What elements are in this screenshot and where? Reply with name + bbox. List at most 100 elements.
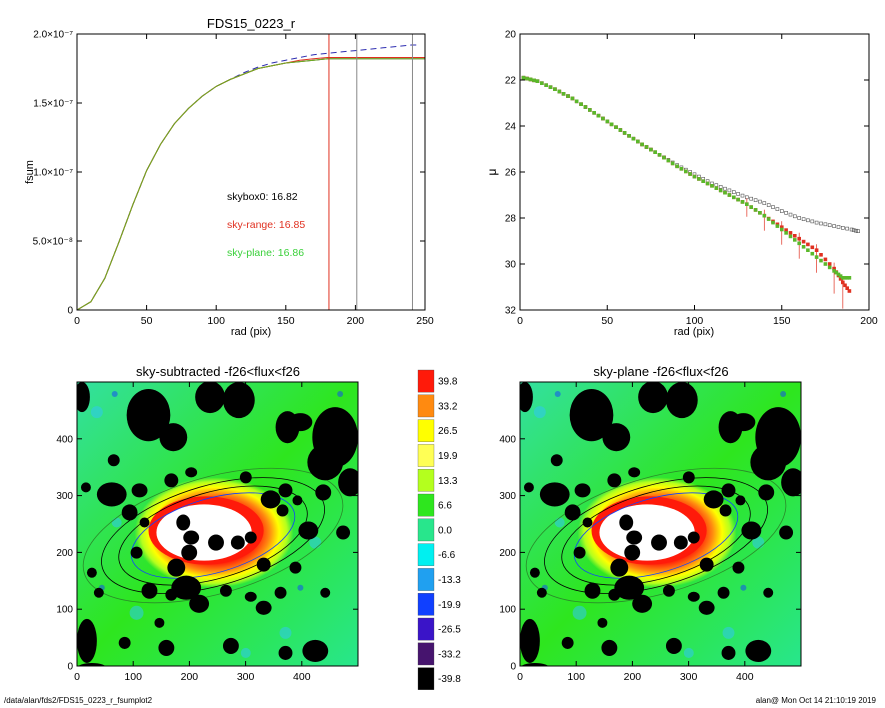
mu-point: [845, 286, 850, 290]
y-tick-label: 22: [505, 76, 517, 87]
annotation-skybox0: skybox0: 16.82: [227, 191, 298, 203]
mu-point: [806, 242, 810, 247]
fsum-series-group: [76, 44, 425, 311]
colorbar-label: -39.8: [438, 674, 461, 685]
mu-point: [766, 217, 771, 221]
annotation-sky-plane: sky-plane: 16.86: [227, 247, 304, 259]
colorbar-swatch: [417, 493, 435, 517]
sky-plane-map: sky-plane -f26<flux<f26 0 100 200 300 400 0 1…: [499, 364, 802, 683]
mu-point: [847, 289, 852, 293]
mu-point: [823, 222, 828, 227]
mu-point: [723, 190, 727, 195]
x-axis: 0 50 100 150 200: [517, 34, 878, 327]
y-tick-label: 32: [505, 306, 517, 317]
colorbar-label: -6.6: [438, 550, 456, 561]
colorbar-swatch: [417, 394, 435, 418]
mu-point: [544, 83, 549, 88]
mu-point: [609, 122, 614, 127]
mu-point: [775, 224, 780, 228]
x-tick-label: 0: [74, 315, 80, 327]
mu-point: [775, 207, 780, 211]
mu-point: [679, 167, 684, 171]
colorbar-swatch: [417, 369, 435, 393]
mu-point: [797, 216, 802, 220]
mu-point: [732, 190, 736, 194]
mu-point: [714, 183, 719, 187]
mu-point: [766, 203, 771, 207]
x-tick-label: 250: [416, 315, 434, 327]
mu-point: [631, 136, 636, 141]
y-tick-label: 5.0×10⁻⁸: [33, 237, 73, 248]
mu-point: [736, 192, 740, 196]
mu-point: [644, 145, 649, 149]
mu-point: [684, 169, 688, 174]
y-axis: 0 5.0×10⁻⁸ 1.0×10⁻⁷ 1.5×10⁻⁷ 2.0×10⁻⁷: [33, 30, 425, 317]
mu-point: [539, 81, 544, 86]
mu-point: [810, 219, 815, 224]
mu-point: [784, 231, 788, 235]
colorbar-label: 0.0: [438, 525, 452, 536]
x-tick-label: 100: [124, 671, 142, 683]
mu-point: [718, 185, 723, 189]
fsum-plot: FDS15_0223_r 0 50 100 150 200 250 0 5.0×10⁻⁸ 1.…: [24, 16, 434, 338]
y-tick-label: 28: [505, 214, 517, 225]
mu-point: [843, 283, 847, 288]
mu-point: [553, 87, 557, 92]
mu-point: [596, 113, 601, 118]
mu-point: [662, 155, 666, 160]
x-tick-label: 50: [141, 315, 153, 327]
sky-radius-markers: [328, 34, 413, 310]
mu-point: [771, 220, 775, 225]
mu-point: [653, 150, 657, 154]
colorbar-swatch: [417, 518, 435, 542]
mu-point: [601, 116, 605, 121]
mu-point: [840, 226, 845, 230]
mu-point: [532, 78, 536, 83]
mu-point: [819, 221, 823, 226]
x-tick-label: 200: [624, 671, 642, 683]
mu-point: [836, 225, 841, 229]
x-axis-label: rad (pix): [231, 326, 271, 338]
mu-point: [745, 202, 749, 206]
fsum-series-line: [76, 44, 418, 311]
y-tick-label: 1.0×10⁻⁷: [33, 168, 73, 179]
colorbar-swatch: [417, 568, 435, 591]
y-tick-label: 400: [56, 434, 73, 445]
mu-point: [801, 245, 806, 249]
mu-point: [727, 193, 732, 197]
y-tick-label: 1.5×10⁻⁷: [33, 99, 73, 110]
y-axis: 0 100 200 300 400: [56, 434, 358, 673]
mu-point: [666, 158, 671, 163]
colorbar-swatch: [417, 667, 435, 690]
y-tick-label: 0: [67, 662, 73, 673]
mu-point: [814, 220, 819, 225]
mu-point: [749, 196, 753, 201]
y-tick-label: 100: [56, 605, 73, 616]
x-tick-label: 150: [277, 315, 295, 327]
fsum-series-line: [76, 57, 425, 311]
mu-point: [810, 245, 815, 250]
mu-point: [705, 181, 710, 186]
y-tick-label: 200: [499, 548, 516, 559]
y-tick-label: 400: [499, 434, 516, 445]
footer-file-path: /data/alan/fds2/FDS15_0223_r_fsumplot2: [4, 696, 153, 705]
mu-point: [806, 248, 810, 252]
mu-point: [714, 186, 719, 190]
x-axis: 0 50 100 150 200 250: [74, 34, 434, 327]
x-tick-label: 200: [181, 671, 199, 683]
mu-point: [649, 147, 653, 152]
mu-point: [675, 164, 679, 169]
mu-point: [823, 257, 828, 262]
mu-point: [627, 134, 631, 138]
mu-point: [784, 211, 788, 215]
y-tick-label: 0: [510, 662, 516, 673]
x-tick-label: 400: [293, 671, 311, 683]
mu-point: [548, 85, 553, 90]
mu-point: [832, 224, 836, 228]
x-axis-label: rad (pix): [674, 326, 714, 338]
mu-point: [797, 241, 802, 246]
x-tick-label: 200: [347, 315, 365, 327]
colorbar-label: 33.2: [438, 401, 458, 412]
mu-point: [692, 174, 697, 179]
